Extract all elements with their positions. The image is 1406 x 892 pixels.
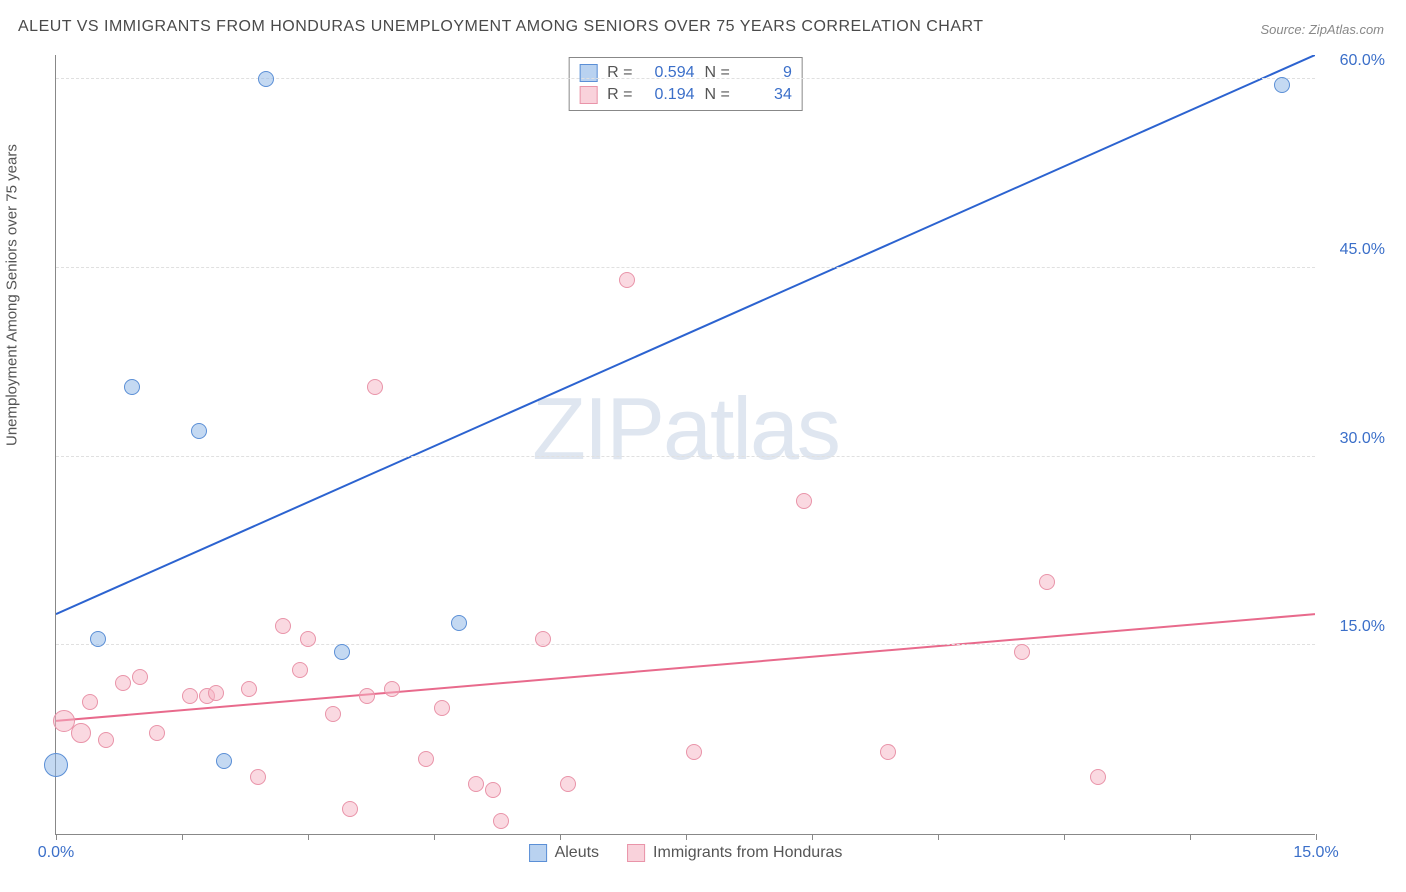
- data-point: [258, 71, 274, 87]
- legend-swatch: [579, 86, 597, 104]
- data-point: [485, 782, 501, 798]
- x-tick: [56, 834, 57, 840]
- data-point: [686, 744, 702, 760]
- data-point: [216, 753, 232, 769]
- trend-line: [56, 614, 1315, 721]
- data-point: [71, 723, 91, 743]
- y-axis-label: Unemployment Among Seniors over 75 years: [4, 144, 21, 446]
- legend-honduras: Immigrants from Honduras: [627, 844, 842, 862]
- data-point: [191, 423, 207, 439]
- n-label: N =: [705, 64, 730, 82]
- data-point: [208, 685, 224, 701]
- x-tick: [182, 834, 183, 840]
- n-value: 9: [740, 64, 792, 82]
- trend-lines: [56, 55, 1315, 834]
- data-point: [1014, 644, 1030, 660]
- data-point: [115, 675, 131, 691]
- data-point: [82, 694, 98, 710]
- data-point: [241, 681, 257, 697]
- y-tick-label: 15.0%: [1340, 618, 1385, 636]
- x-tick: [1064, 834, 1065, 840]
- data-point: [149, 725, 165, 741]
- data-point: [124, 379, 140, 395]
- trend-line: [56, 55, 1315, 614]
- chart-title: ALEUT VS IMMIGRANTS FROM HONDURAS UNEMPL…: [18, 18, 984, 36]
- watermark: ZIPatlas: [532, 378, 839, 480]
- data-point: [1274, 77, 1290, 93]
- x-tick: [938, 834, 939, 840]
- data-point: [619, 272, 635, 288]
- x-tick: [1316, 834, 1317, 840]
- gridline: [56, 267, 1315, 268]
- r-value: 0.194: [643, 86, 695, 104]
- data-point: [250, 769, 266, 785]
- x-tick-label: 15.0%: [1293, 844, 1338, 862]
- n-label: N =: [705, 86, 730, 104]
- gridline: [56, 78, 1315, 79]
- y-tick-label: 30.0%: [1340, 430, 1385, 448]
- data-point: [90, 631, 106, 647]
- data-point: [1039, 574, 1055, 590]
- data-point: [384, 681, 400, 697]
- data-point: [560, 776, 576, 792]
- legend-row: R = 0.194 N = 34: [579, 84, 792, 106]
- data-point: [1090, 769, 1106, 785]
- data-point: [300, 631, 316, 647]
- legend-row: R = 0.594 N = 9: [579, 62, 792, 84]
- data-point: [468, 776, 484, 792]
- x-tick: [686, 834, 687, 840]
- data-point: [275, 618, 291, 634]
- series-legend: Aleuts Immigrants from Honduras: [529, 844, 843, 862]
- data-point: [359, 688, 375, 704]
- gridline: [56, 644, 1315, 645]
- data-point: [451, 615, 467, 631]
- data-point: [44, 753, 68, 777]
- correlation-legend: R = 0.594 N = 9 R = 0.194 N = 34: [568, 57, 803, 111]
- data-point: [325, 706, 341, 722]
- data-point: [334, 644, 350, 660]
- source-label: Source: ZipAtlas.com: [1260, 22, 1384, 37]
- data-point: [132, 669, 148, 685]
- data-point: [292, 662, 308, 678]
- data-point: [367, 379, 383, 395]
- scatter-plot: ZIPatlas R =0.594N =9R =0.194N =34 Aleut…: [55, 55, 1315, 835]
- y-tick-label: 60.0%: [1340, 52, 1385, 70]
- data-point: [418, 751, 434, 767]
- data-point: [182, 688, 198, 704]
- data-point: [342, 801, 358, 817]
- n-value: 34: [740, 86, 792, 104]
- x-tick: [1190, 834, 1191, 840]
- data-point: [434, 700, 450, 716]
- data-point: [880, 744, 896, 760]
- data-point: [98, 732, 114, 748]
- r-value: 0.594: [643, 64, 695, 82]
- legend-swatch: [579, 64, 597, 82]
- x-tick: [308, 834, 309, 840]
- y-tick-label: 45.0%: [1340, 241, 1385, 259]
- x-tick: [434, 834, 435, 840]
- r-label: R =: [607, 64, 632, 82]
- data-point: [493, 813, 509, 829]
- data-point: [796, 493, 812, 509]
- x-tick: [812, 834, 813, 840]
- r-label: R =: [607, 86, 632, 104]
- x-tick-label: 0.0%: [38, 844, 74, 862]
- legend-aleuts: Aleuts: [529, 844, 599, 862]
- data-point: [535, 631, 551, 647]
- gridline: [56, 456, 1315, 457]
- x-tick: [560, 834, 561, 840]
